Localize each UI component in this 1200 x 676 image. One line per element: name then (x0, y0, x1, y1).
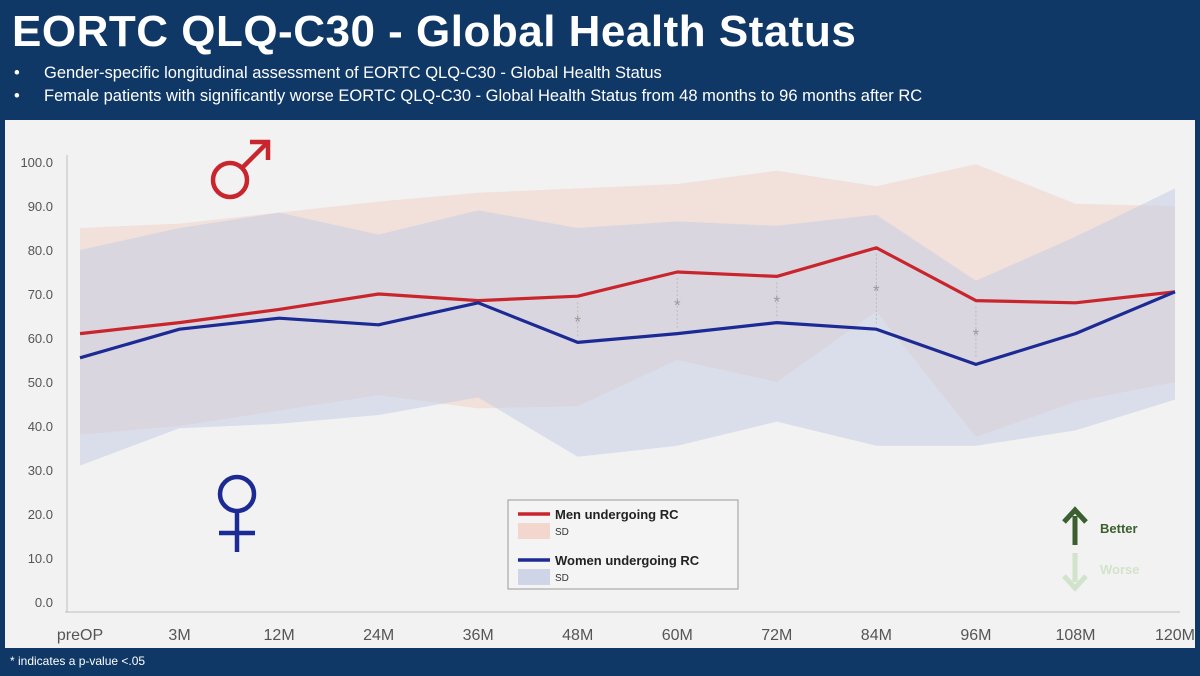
series-line-women (79, 290, 1176, 366)
x-tick-label: 108M (1055, 627, 1095, 644)
y-tick-label: 40.0 (28, 419, 53, 434)
significance-asterisk: * (873, 282, 880, 301)
legend-men-label: Men undergoing RC (555, 507, 679, 522)
x-tick-label: 96M (960, 627, 991, 644)
chart-panel: 0.0 10.0 20.0 30.0 40.0 50.0 60.0 70.0 80.0 90.0 1… (5, 120, 1195, 648)
male-symbol-icon (210, 139, 271, 200)
page-title: EORTC QLQ-C30 - Global Health Status (12, 7, 857, 56)
y-tick-label: 30.0 (28, 463, 53, 478)
x-tick-label: 84M (861, 627, 892, 644)
series-lines (79, 246, 1176, 366)
bullet-item: Gender-specific longitudinal assessment … (14, 62, 922, 85)
x-tick-label: preOP (57, 627, 103, 644)
arrow-down-icon (1062, 553, 1088, 592)
x-tick-label: 12M (264, 627, 295, 644)
legend-women-sd-label: SD (555, 573, 569, 584)
y-tick-label: 50.0 (28, 375, 53, 390)
bullet-item: Female patients with significantly worse… (14, 85, 922, 108)
better-label: Better (1100, 521, 1138, 536)
significance-asterisk: * (774, 293, 781, 312)
legend-men-sd-swatch (518, 523, 550, 539)
significance-asterisk: * (674, 296, 681, 315)
sd-bands (80, 164, 1175, 466)
y-tick-label: 10.0 (28, 551, 53, 566)
legend-women-sd-swatch (518, 569, 550, 585)
legend-men-sd-label: SD (555, 527, 569, 538)
female-symbol-icon (217, 474, 257, 552)
x-tick-label: 48M (562, 627, 593, 644)
legend: Men undergoing RC SD Women undergoing RC… (507, 499, 739, 590)
significance-asterisk: * (973, 326, 980, 345)
footnote: * indicates a p-value <.05 (10, 654, 146, 668)
x-tick-label: 24M (363, 627, 394, 644)
global-health-chart: 0.0 10.0 20.0 30.0 40.0 50.0 60.0 70.0 80.0 90.0 1… (20, 139, 1195, 644)
y-tick-label: 60.0 (28, 331, 53, 346)
significance-markers: * * * * * (574, 253, 980, 359)
y-tick-label: 20.0 (28, 507, 53, 522)
y-tick-label: 70.0 (28, 287, 53, 302)
legend-women-label: Women undergoing RC (555, 553, 700, 568)
worse-label: Worse (1100, 562, 1140, 577)
series-line-men (79, 246, 1176, 336)
x-tick-label: 3M (168, 627, 190, 644)
x-tick-label: 72M (761, 627, 792, 644)
y-tick-label: 80.0 (28, 243, 53, 258)
arrow-up-icon (1062, 506, 1088, 545)
bullet-list: Gender-specific longitudinal assessment … (14, 62, 922, 108)
better-worse-indicator: Better Worse (1062, 506, 1140, 592)
x-tick-label: 36M (463, 627, 494, 644)
x-tick-label: 120M (1155, 627, 1195, 644)
y-tick-label: 0.0 (35, 595, 53, 610)
y-tick-label: 100.0 (20, 155, 53, 170)
axes: 0.0 10.0 20.0 30.0 40.0 50.0 60.0 70.0 80.0 90.0 1… (20, 155, 1195, 644)
significance-asterisk: * (574, 312, 581, 331)
sd-band-women (80, 188, 1175, 466)
x-tick-label: 60M (662, 627, 693, 644)
y-tick-label: 90.0 (28, 199, 53, 214)
